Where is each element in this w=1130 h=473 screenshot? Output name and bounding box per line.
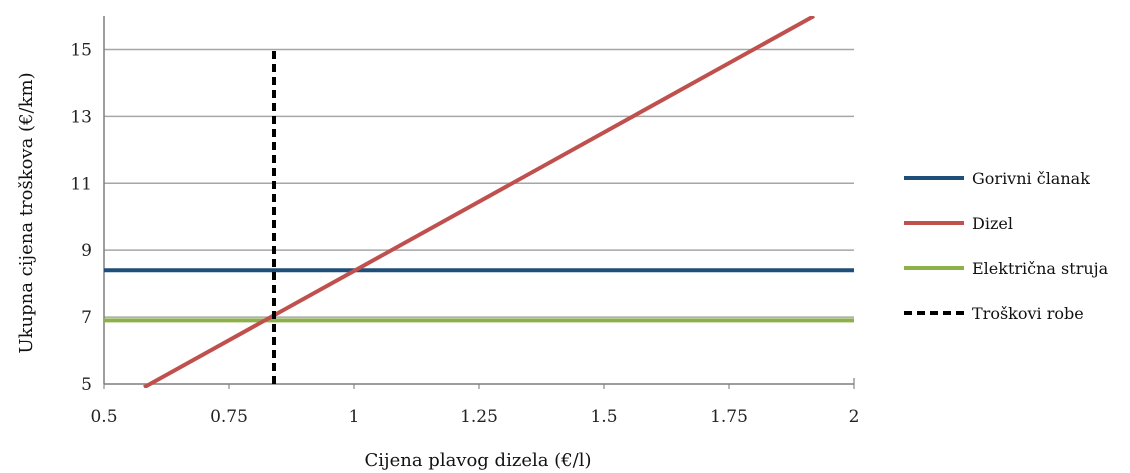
legend-label-tro-kovi-robe: Troškovi robe bbox=[972, 304, 1084, 323]
y-tick-7: 7 bbox=[81, 308, 92, 328]
y-axis-title: Ukupna cijena troškova (€/km) bbox=[16, 72, 37, 353]
x-axis-title: Cijena plavog dizela (€/l) bbox=[364, 450, 591, 471]
x-tick-1.5: 1.5 bbox=[590, 407, 617, 427]
legend-label-gorivni-lanak: Gorivni članak bbox=[972, 169, 1090, 188]
y-tick-13: 13 bbox=[70, 107, 92, 127]
legend: Gorivni članak Dizel Električna struja Troš… bbox=[904, 169, 1109, 323]
axes bbox=[103, 16, 855, 389]
x-tick-1.75: 1.75 bbox=[710, 407, 748, 427]
series-line-dizel bbox=[143, 16, 815, 388]
y-tick-15: 15 bbox=[70, 40, 92, 60]
y-tick-9: 9 bbox=[81, 241, 92, 261]
x-tick-2: 2 bbox=[849, 407, 860, 427]
tick-labels: 5 7 9 11 13 15 0.5 0.75 1 1.25 1.5 1.75 2 bbox=[70, 40, 859, 427]
y-tick-5: 5 bbox=[81, 375, 92, 395]
x-tick-0.75: 0.75 bbox=[210, 407, 248, 427]
legend-label-dizel: Dizel bbox=[972, 214, 1013, 233]
x-tick-1.25: 1.25 bbox=[460, 407, 498, 427]
legend-label-elektri-na-struja: Električna struja bbox=[972, 259, 1109, 278]
gridlines bbox=[104, 48, 854, 318]
series-layer bbox=[104, 16, 854, 388]
y-tick-11: 11 bbox=[70, 174, 92, 194]
x-tick-1: 1 bbox=[349, 407, 360, 427]
x-tick-0.5: 0.5 bbox=[90, 407, 117, 427]
